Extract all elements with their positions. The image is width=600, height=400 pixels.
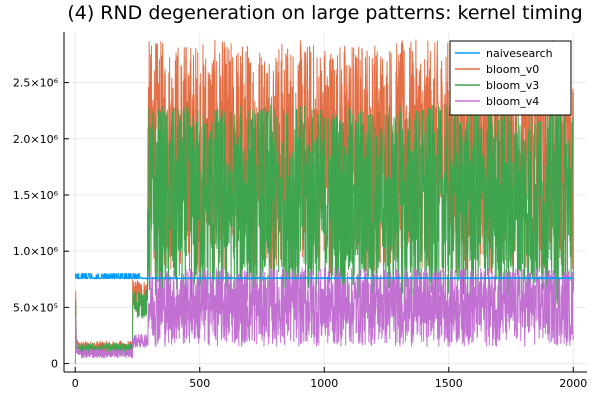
series-line-naivesearch: [74, 273, 574, 280]
y-tick-label: 1.5×10⁶: [13, 189, 59, 202]
series-line-bloom_v3: [74, 104, 574, 364]
x-tick-label: 1000: [310, 377, 338, 390]
y-tick-label: 0: [51, 358, 58, 371]
x-tick-label: 2000: [559, 377, 587, 390]
y-tick-label: 2.5×10⁶: [13, 77, 59, 90]
legend-label-naivesearch: naivesearch: [486, 47, 553, 60]
series-layer: [74, 39, 574, 364]
chart-title: (4) RND degeneration on large patterns: …: [67, 2, 582, 24]
legend-label-bloom_v3: bloom_v3: [486, 79, 539, 92]
y-tick-label: 1.0×10⁶: [13, 245, 59, 258]
x-tick-label: 1500: [435, 377, 463, 390]
y-tick-label: 2.0×10⁶: [13, 133, 59, 146]
y-tick-label: 5.0×10⁵: [13, 301, 58, 314]
legend: naivesearch bloom_v0 bloom_v3 bloom_v4: [449, 40, 572, 116]
axes: 0 500 1000 1500 2000 0 5.0×10⁵ 1.0×10⁶ 1.5×10⁶ 2.…: [13, 32, 587, 390]
legend-label-bloom_v0: bloom_v0: [486, 63, 539, 76]
x-tick-label: 500: [189, 377, 210, 390]
series-line-bloom_v4: [74, 267, 574, 364]
x-tick-label: 0: [72, 377, 79, 390]
legend-label-bloom_v4: bloom_v4: [486, 95, 539, 108]
